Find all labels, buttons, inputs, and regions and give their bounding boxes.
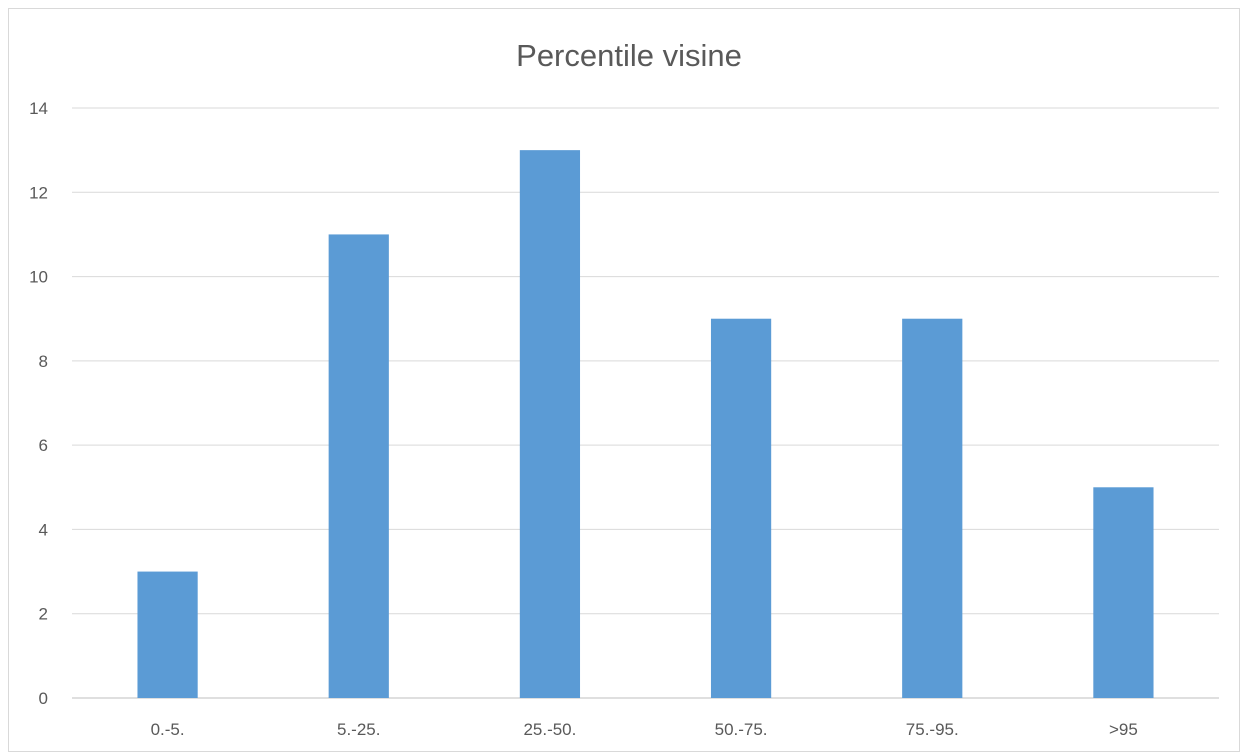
bar [137, 571, 198, 698]
bar [710, 318, 772, 698]
bar [328, 234, 389, 698]
bar [519, 150, 581, 699]
y-tick-label: 6 [39, 436, 48, 455]
y-tick-label: 10 [29, 268, 48, 287]
y-axis-ticks: 0 2 4 6 8 10 12 14 [29, 99, 48, 708]
bars [137, 150, 1154, 699]
y-tick-label: 0 [39, 689, 48, 708]
x-tick-label: >95 [1109, 720, 1138, 739]
y-tick-label: 4 [39, 520, 48, 539]
y-tick-label: 12 [29, 183, 48, 202]
bar [1093, 487, 1154, 698]
chart-title: Percentile visine [516, 38, 742, 73]
y-tick-label: 14 [29, 99, 48, 118]
x-tick-label: 50.-75. [715, 720, 768, 739]
bar [902, 318, 963, 698]
chart-frame [8, 8, 1240, 752]
x-axis-ticks: 0.-5. 5.-25. 25.-50. 50.-75. 75.-95. >95 [151, 720, 1138, 739]
x-tick-label: 75.-95. [906, 720, 959, 739]
gridlines [72, 107, 1219, 699]
x-tick-label: 25.-50. [523, 720, 576, 739]
y-tick-label: 2 [39, 605, 48, 624]
x-tick-label: 0.-5. [151, 720, 185, 739]
x-tick-label: 5.-25. [337, 720, 380, 739]
y-tick-label: 8 [39, 352, 48, 371]
